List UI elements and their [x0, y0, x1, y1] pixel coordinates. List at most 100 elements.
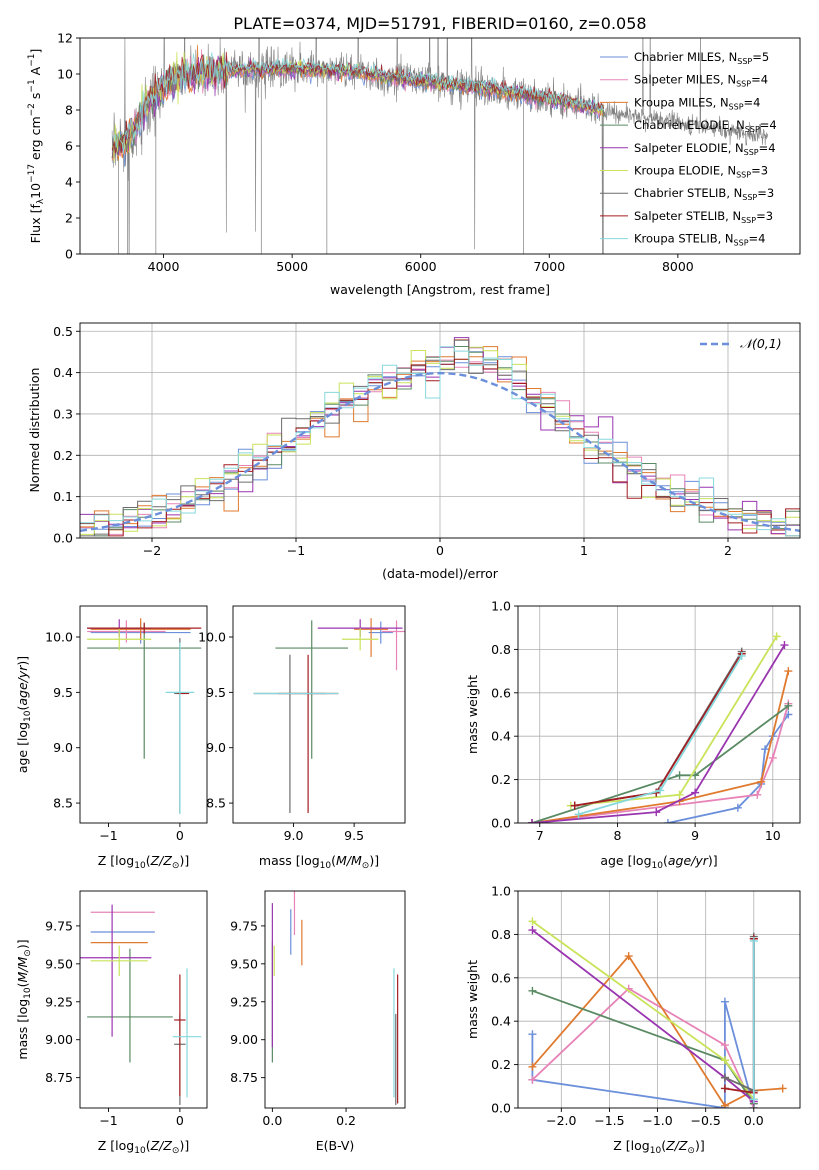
- residual-histogram-step: [80, 346, 800, 537]
- mass-weight-vs-age-axes: 7 8 9 10 0.0 0.2 0.4 0.6 0.8 1.0 age [log10(age/yr…: [465, 599, 801, 871]
- model-spectrum-line: [111, 55, 605, 159]
- y-tick-label: 0.6: [491, 685, 511, 700]
- legend-entry: Salpeter MILES, NSSP=4: [634, 73, 768, 89]
- residual-histogram-plot-area: [80, 323, 800, 538]
- x-tick-label: 6000: [405, 259, 437, 274]
- age-vs-mass-x-axis-label: mass [log10(M/M⊙)]: [259, 853, 379, 871]
- mass-weight-marker: [757, 777, 766, 786]
- x-tick-label: 9.5: [344, 828, 364, 843]
- mass-weight-vs-metallicity-x-axis-label: Z [log10(Z/Z⊙)]: [613, 1138, 704, 1156]
- mass-weight-marker: [720, 1101, 729, 1108]
- y-tick-label: 9.25: [230, 994, 258, 1009]
- spectrum-y-axis-label: Flux [fλ10−17 erg cm−2 s−1 A−1]: [27, 49, 46, 244]
- axes-frame: [517, 605, 801, 824]
- x-tick-label: 0: [436, 543, 444, 558]
- x-tick-label: −0.5: [690, 1113, 720, 1128]
- mass-weight-line: [531, 987, 755, 1108]
- legend-entry: Kroupa STELIB, NSSP=4: [634, 232, 765, 248]
- mass-weight-vs-age-plot-area: [518, 606, 800, 823]
- x-tick-label: −2: [143, 543, 161, 558]
- axes-frame: [232, 605, 406, 824]
- y-tick-label: 4: [65, 175, 73, 190]
- y-tick-label: 0.2: [491, 1057, 511, 1072]
- mass-weight-marker: [772, 632, 781, 641]
- y-tick-label: 8.5: [206, 796, 226, 811]
- y-tick-label: 8.75: [230, 1070, 258, 1085]
- y-tick-label: 9.5: [53, 685, 73, 700]
- y-tick-label: 8.5: [53, 796, 73, 811]
- axes-frame: [79, 890, 208, 1109]
- legend-entry: Chabrier STELIB, NSSP=3: [634, 186, 774, 202]
- x-tick-label: −2.0: [546, 1113, 576, 1128]
- y-tick-label: 9.25: [45, 994, 73, 1009]
- y-tick-label: 0.2: [53, 448, 73, 463]
- mass-weight-vs-metallicity-axes: −2.0 −1.5 −1.0 −0.5 0.0 0.0 0.2 0.4 0.6 0.8 1.0 Z […: [465, 884, 801, 1156]
- y-tick-label: 1.0: [491, 599, 511, 614]
- mass-weight-marker: [528, 986, 537, 995]
- x-tick-label: 8: [613, 828, 621, 843]
- mass-weight-marker: [720, 1073, 729, 1082]
- mass-weight-marker: [720, 1084, 729, 1093]
- x-tick-label: 7000: [533, 259, 565, 274]
- mass-weight-marker: [720, 1056, 729, 1065]
- mass-weight-vs-metallicity-y-axis-label: mass weight: [465, 960, 480, 1039]
- x-tick-label: −1.5: [594, 1113, 624, 1128]
- mass-weight-line: [570, 635, 778, 807]
- age-vs-mass-plot-area: [253, 618, 405, 814]
- mass-vs-metallicity-y-axis-label: mass [log10(M/M⊙)]: [15, 939, 33, 1059]
- histogram-x-axis-label: (data-model)/error: [382, 566, 499, 581]
- y-tick-label: 8.75: [45, 1070, 73, 1085]
- y-tick-label: 0.4: [491, 729, 511, 744]
- mass-weight-marker: [528, 917, 537, 926]
- model-spectrum-line: [111, 51, 605, 154]
- figure-title: PLATE=0374, MJD=51791, FIBERID=0160, z=0…: [233, 14, 646, 33]
- mass-weight-marker: [720, 1041, 729, 1050]
- y-tick-label: 0.4: [491, 1014, 511, 1029]
- y-tick-label: 1.0: [491, 884, 511, 899]
- y-tick-label: 10.0: [45, 630, 73, 645]
- x-tick-label: 5000: [276, 259, 308, 274]
- legend-entry: 𝒩(0,1): [740, 336, 782, 351]
- mass-weight-marker: [528, 1030, 537, 1039]
- y-tick-label: 6: [65, 139, 73, 154]
- x-tick-label: 2: [724, 543, 732, 558]
- mass-vs-metallicity-axes: −1 0 8.75 9.00 9.25 9.50 9.75 Z [log10(Z/Z⊙)] ma…: [15, 890, 208, 1156]
- y-tick-label: 9.75: [45, 918, 73, 933]
- x-tick-label: 9.0: [284, 828, 304, 843]
- residual-histogram-axes: −2 −1 0 1 2 0.0 0.1 0.2 0.3 0.4 0.5 Normed distribu…: [27, 322, 801, 581]
- spectrum-plot-area: [111, 38, 769, 254]
- mass-weight-marker: [528, 926, 537, 935]
- y-tick-label: 0.1: [53, 489, 73, 504]
- spectrum-x-axis-label: wavelength [Angstrom, rest frame]: [330, 282, 550, 297]
- mass-weight-marker: [784, 701, 793, 710]
- legend-entry: Kroupa ELODIE, NSSP=3: [634, 164, 768, 180]
- mass-weight-marker: [737, 651, 746, 660]
- mass-weight-vs-age-y-axis-label: mass weight: [465, 675, 480, 754]
- x-tick-label: 0.0: [262, 1113, 282, 1128]
- y-tick-label: 0.0: [491, 816, 511, 831]
- mass-vs-extinction-plot-area: [271, 891, 399, 1105]
- y-tick-label: 0.8: [491, 642, 511, 657]
- mass-weight-line: [531, 938, 755, 1108]
- y-tick-label: 9.0: [206, 740, 226, 755]
- axes-frame: [517, 890, 801, 1109]
- mass-weight-marker: [528, 1062, 537, 1071]
- x-tick-label: −1.0: [642, 1113, 672, 1128]
- x-tick-label: 9: [691, 828, 699, 843]
- age-vs-metallicity-plot-area: [87, 618, 202, 815]
- mass-weight-marker: [691, 788, 700, 797]
- axes-frame: [264, 890, 406, 1109]
- mass-weight-marker: [768, 753, 777, 762]
- mass-weight-line: [667, 713, 790, 823]
- x-tick-label: −1: [287, 543, 305, 558]
- x-tick-label: −1: [99, 1113, 117, 1128]
- mass-weight-marker: [663, 819, 672, 823]
- mass-weight-vs-metallicity-plot-area: [518, 891, 800, 1108]
- x-tick-label: 7: [536, 828, 544, 843]
- age-vs-metallicity-axes: −1 0 8.5 9.0 9.5 10.0 Z [log10(Z/Z⊙)] age [log1…: [15, 605, 208, 871]
- y-tick-label: 9.50: [230, 956, 258, 971]
- gaussian-reference-curve: [80, 371, 800, 532]
- x-tick-label: 4000: [148, 259, 180, 274]
- y-tick-label: 0.3: [53, 406, 73, 421]
